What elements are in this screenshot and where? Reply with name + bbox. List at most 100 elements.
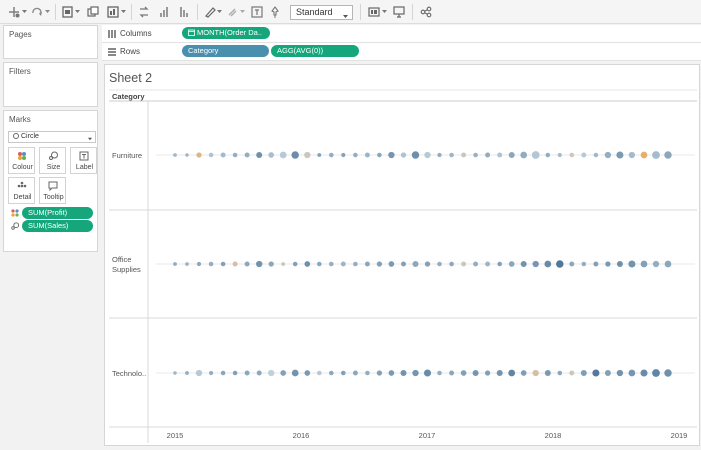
dot-mark[interactable]	[281, 262, 286, 266]
dot-mark[interactable]	[352, 370, 358, 376]
dot-mark[interactable]	[268, 261, 274, 267]
sort-ascending-icon[interactable]	[157, 5, 171, 19]
columns-shelf[interactable]: Columns MONTH(Order Da..	[102, 25, 701, 43]
dot-mark[interactable]	[460, 370, 467, 376]
dot-mark[interactable]	[220, 370, 226, 376]
dot-mark[interactable]	[256, 370, 262, 376]
dot-mark[interactable]	[329, 370, 334, 376]
dot-mark[interactable]	[304, 370, 311, 376]
dot-mark[interactable]	[484, 370, 491, 376]
rows-shelf[interactable]: Rows Category AGG(AVG(0))	[102, 43, 701, 61]
dot-mark[interactable]	[388, 151, 395, 159]
dot-mark[interactable]	[580, 370, 587, 376]
dot-mark[interactable]	[485, 152, 491, 158]
dot-mark[interactable]	[196, 152, 202, 158]
dot-mark[interactable]	[317, 153, 322, 157]
dot-mark[interactable]	[531, 151, 540, 159]
dot-mark[interactable]	[461, 152, 467, 158]
dot-mark[interactable]	[664, 151, 672, 159]
detail-button[interactable]: Detail	[8, 177, 35, 204]
dot-mark[interactable]	[173, 153, 177, 157]
chevron-down-icon[interactable]	[240, 9, 245, 14]
label-icon[interactable]	[250, 5, 264, 19]
dot-mark[interactable]	[472, 370, 479, 376]
dot-mark[interactable]	[173, 262, 177, 266]
dot-mark[interactable]	[412, 369, 419, 377]
dot-mark[interactable]	[244, 152, 250, 158]
dot-mark[interactable]	[388, 370, 395, 376]
dot-mark[interactable]	[592, 369, 600, 377]
dot-mark[interactable]	[640, 151, 648, 159]
dot-mark[interactable]	[556, 260, 564, 268]
chevron-down-icon[interactable]	[75, 9, 80, 14]
dot-mark[interactable]	[185, 371, 189, 375]
dot-mark[interactable]	[616, 151, 624, 159]
dot-mark[interactable]	[508, 152, 515, 158]
dot-mark[interactable]	[616, 261, 623, 267]
dot-mark[interactable]	[317, 370, 322, 376]
redo-icon[interactable]	[30, 5, 44, 19]
dot-mark[interactable]	[279, 151, 287, 159]
sort-descending-icon[interactable]	[177, 5, 191, 19]
dot-mark[interactable]	[496, 370, 503, 376]
dot-mark[interactable]	[364, 261, 370, 267]
dot-mark[interactable]	[497, 152, 503, 158]
dot-mark[interactable]	[473, 152, 478, 158]
dot-mark[interactable]	[557, 152, 562, 158]
dot-mark[interactable]	[400, 370, 407, 376]
dot-mark[interactable]	[280, 370, 287, 376]
new-worksheet-icon[interactable]	[106, 5, 120, 19]
dot-mark[interactable]	[329, 152, 334, 158]
dot-mark[interactable]	[424, 151, 431, 159]
dot-mark[interactable]	[449, 261, 454, 267]
dot-mark[interactable]	[256, 260, 263, 268]
dot-mark[interactable]	[376, 370, 383, 376]
new-datasource-icon[interactable]	[61, 5, 75, 19]
dot-mark[interactable]	[520, 370, 527, 376]
dot-mark[interactable]	[581, 152, 587, 158]
dot-mark[interactable]	[508, 261, 515, 267]
dot-mark[interactable]	[220, 152, 226, 158]
dot-mark[interactable]	[557, 370, 563, 376]
duplicate-sheet-icon[interactable]	[86, 5, 100, 19]
rows-pill-agg-avg[interactable]: AGG(AVG(0))	[271, 45, 359, 57]
dot-mark[interactable]	[232, 152, 238, 158]
dot-mark[interactable]	[508, 369, 516, 377]
dot-mark[interactable]	[544, 260, 552, 268]
rows-pill-category[interactable]: Category	[182, 45, 269, 57]
dot-mark[interactable]	[461, 261, 467, 267]
dot-mark[interactable]	[232, 370, 238, 376]
dot-mark[interactable]	[544, 370, 551, 376]
columns-pill-month-order-date[interactable]: MONTH(Order Da..	[182, 27, 270, 39]
dot-mark[interactable]	[376, 261, 383, 267]
dot-mark[interactable]	[196, 261, 202, 267]
dot-mark[interactable]	[652, 151, 660, 159]
dot-mark[interactable]	[520, 151, 528, 159]
dot-mark[interactable]	[292, 261, 298, 267]
highlight-icon[interactable]	[203, 5, 217, 19]
swap-icon[interactable]	[137, 5, 151, 19]
dot-mark[interactable]	[569, 261, 575, 267]
dot-mark[interactable]	[291, 151, 299, 159]
chevron-down-icon[interactable]	[382, 9, 387, 14]
dot-mark[interactable]	[388, 261, 395, 267]
dot-mark[interactable]	[341, 152, 346, 158]
dot-mark[interactable]	[473, 261, 479, 267]
dot-mark[interactable]	[317, 261, 322, 267]
dot-mark[interactable]	[485, 261, 491, 267]
profit-pill[interactable]: SUM(Profit)	[22, 207, 93, 219]
dot-mark[interactable]	[244, 370, 250, 376]
dot-mark[interactable]	[628, 151, 636, 159]
dot-mark[interactable]	[532, 369, 539, 377]
dot-mark[interactable]	[256, 152, 263, 158]
dot-mark[interactable]	[604, 151, 612, 159]
dot-mark[interactable]	[423, 369, 432, 377]
dot-mark[interactable]	[497, 261, 502, 267]
dot-mark[interactable]	[437, 261, 442, 267]
dot-mark[interactable]	[569, 370, 575, 376]
dot-mark[interactable]	[437, 370, 442, 376]
dot-mark[interactable]	[628, 369, 636, 377]
dot-mark[interactable]	[195, 369, 203, 377]
dot-mark[interactable]	[581, 261, 587, 267]
tooltip-button[interactable]: Tooltip	[39, 177, 66, 204]
